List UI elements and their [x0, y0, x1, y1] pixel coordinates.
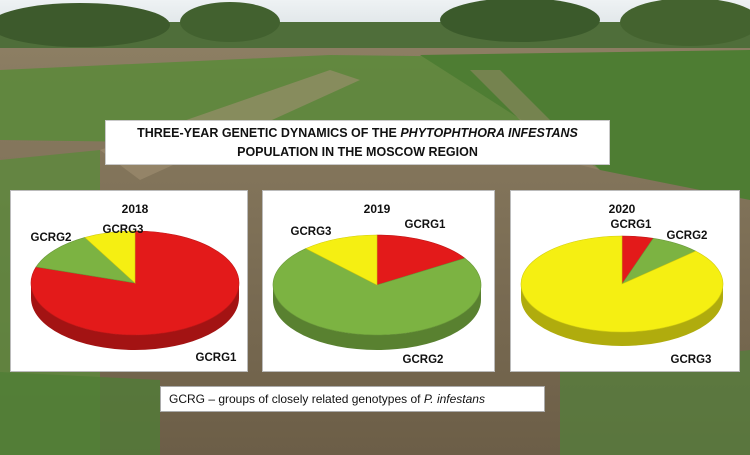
pie-label-gcrg2: GCRG2	[403, 354, 444, 366]
caption-italic: P. infestans	[423, 392, 485, 406]
pie-year-title: 2018	[122, 202, 149, 216]
title-line1-italic: PHYTOPHTHORA INFESTANS	[400, 126, 578, 140]
pie-slice-side-gcrg3	[521, 284, 723, 346]
pie-year-title: 2020	[609, 202, 636, 216]
pie-slice-side-gcrg2	[273, 285, 481, 350]
pie-slice-gcrg2	[272, 248, 482, 336]
pie-label-gcrg3: GCRG3	[103, 224, 144, 236]
pie-chart-2019: 2019 GCRG1 GCRG2 GCRG3	[272, 202, 482, 366]
pie-label-gcrg1: GCRG1	[611, 219, 653, 231]
pie-chart-2020: 2020 GCRG1 GCRG2 GCRG3	[520, 202, 724, 366]
pie-label-gcrg2: GCRG2	[667, 230, 708, 242]
pie-slice-gcrg3	[84, 230, 136, 284]
pie-panel-2020: 2020 GCRG1 GCRG2 GCRG3	[510, 190, 740, 372]
pie-year-title: 2019	[364, 202, 391, 216]
pie-slice-gcrg1	[30, 230, 240, 336]
pie-slice-side-gcrg1	[31, 283, 239, 350]
pie-slice-gcrg2	[35, 237, 136, 284]
pie-label-gcrg3: GCRG3	[291, 226, 332, 238]
pie-label-gcrg3: GCRG3	[671, 354, 712, 366]
figure-title: THREE-YEAR GENETIC DYNAMICS OF THE PHYTO…	[105, 120, 610, 165]
caption-prefix: GCRG – groups of closely related genotyp…	[169, 392, 424, 406]
pie-slice-gcrg3	[520, 235, 724, 333]
title-line2: POPULATION IN THE MOSCOW REGION	[237, 145, 478, 159]
pie-slice-gcrg3	[305, 234, 378, 286]
pie-label-gcrg1: GCRG1	[196, 352, 238, 364]
pie-slice-gcrg1	[376, 234, 466, 286]
pie-panel-2018: 2018 GCRG1 GCRG2 GCRG3	[10, 190, 248, 372]
pie-chart-2018: 2018 GCRG1 GCRG2 GCRG3	[30, 202, 240, 364]
legend-caption: GCRG – groups of closely related genotyp…	[160, 386, 545, 412]
pie-label-gcrg2: GCRG2	[31, 232, 72, 244]
pie-panel-2019: 2019 GCRG1 GCRG2 GCRG3	[262, 190, 495, 372]
pie-label-gcrg1: GCRG1	[405, 219, 447, 231]
title-line1-prefix: THREE-YEAR GENETIC DYNAMICS OF THE	[137, 126, 401, 140]
